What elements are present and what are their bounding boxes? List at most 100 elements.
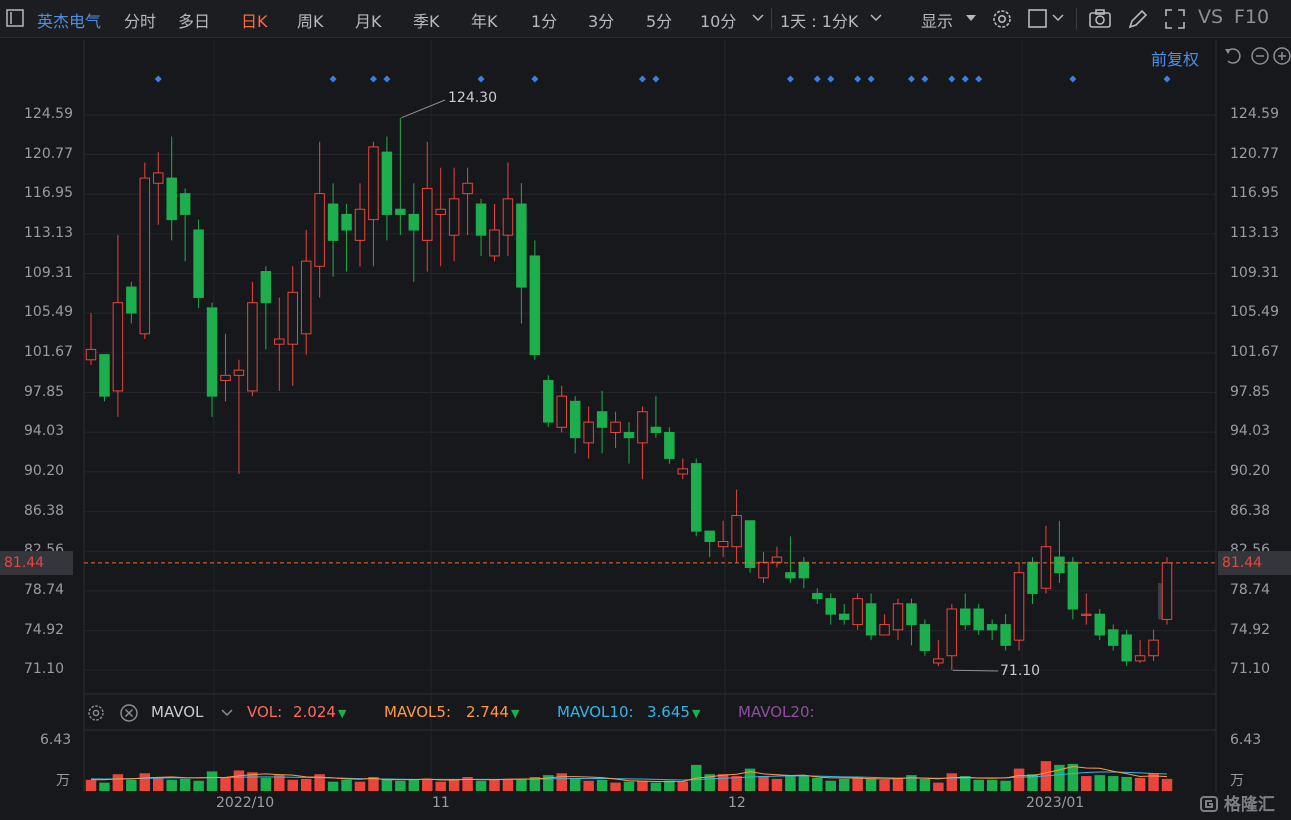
event-marker-icon <box>329 75 337 83</box>
volume-bar <box>381 778 393 791</box>
period-tab-1min[interactable]: 1分 <box>531 12 558 31</box>
stock-name[interactable]: 英杰电气 <box>37 12 102 31</box>
volume-bar <box>166 779 177 791</box>
price-tick-label: 86.38 <box>1230 502 1271 519</box>
volume-axis-unit-right: 万 <box>1230 773 1244 789</box>
mavol10-line <box>90 771 1168 781</box>
volume-bar <box>758 776 769 791</box>
event-marker-icon <box>1163 75 1171 83</box>
candle-body <box>206 307 218 397</box>
candle-body <box>1148 639 1159 657</box>
candle-body <box>1134 655 1146 662</box>
camera-icon[interactable] <box>1088 7 1112 31</box>
date-label-jan: 2023/01 <box>1026 795 1085 811</box>
volume-bar <box>933 782 944 791</box>
fullscreen-icon[interactable] <box>1163 7 1187 31</box>
candle-body <box>704 530 715 543</box>
max-price-leader <box>401 99 446 119</box>
event-marker-icon <box>854 75 862 83</box>
price-adjust-label[interactable]: 前复权 <box>1151 50 1200 69</box>
candle-body <box>166 177 177 221</box>
candle-body <box>502 198 514 236</box>
candle-body <box>489 229 500 257</box>
volume-bar <box>206 771 218 791</box>
event-marker-icon <box>477 75 485 83</box>
period-tab-weekly[interactable]: 周K <box>297 12 324 31</box>
candle-body <box>179 193 191 215</box>
period-tab-monthly[interactable]: 月K <box>355 12 382 31</box>
gear-icon[interactable] <box>86 703 106 723</box>
candle-body <box>233 369 245 376</box>
gear-icon[interactable] <box>990 7 1014 31</box>
period-tab-quarterly[interactable]: 季K <box>413 12 440 31</box>
caret-down-icon[interactable] <box>966 15 976 22</box>
chevron-down-icon[interactable] <box>1052 13 1064 23</box>
candle-body <box>1027 561 1038 594</box>
chevron-down-icon[interactable] <box>221 708 233 718</box>
price-tick-label: 124.59 <box>1230 105 1279 122</box>
candle-body <box>986 624 998 631</box>
square-icon[interactable] <box>1027 8 1049 30</box>
candle-body <box>408 213 420 231</box>
interval-selector[interactable]: 1天 : 1分K <box>780 12 859 31</box>
period-tab-timeshare[interactable]: 分时 <box>124 12 157 31</box>
period-tab-5min[interactable]: 5分 <box>646 12 673 31</box>
event-marker-icon <box>638 75 646 83</box>
period-tab-multiday[interactable]: 多日 <box>178 12 211 31</box>
zoom-in-icon[interactable] <box>1272 46 1291 66</box>
candle-body <box>865 603 877 636</box>
volume-bar <box>260 777 272 791</box>
candle-body <box>341 213 352 231</box>
volume-bar <box>448 779 460 791</box>
zoom-out-icon[interactable] <box>1250 46 1270 66</box>
candle-body <box>287 291 298 345</box>
period-tab-daily[interactable]: 日K <box>241 12 268 31</box>
candle-body <box>758 561 769 579</box>
period-tab-10min[interactable]: 10分 <box>700 12 737 31</box>
volume-bar <box>287 779 298 791</box>
candle-body <box>193 229 204 298</box>
volume-bar <box>1121 777 1132 791</box>
price-tick-label: 101.67 <box>24 343 73 360</box>
volume-bar <box>126 779 137 791</box>
price-tick-label: 90.20 <box>1230 462 1271 479</box>
volume-bar <box>1081 776 1092 791</box>
volume-bar <box>489 779 500 791</box>
vol-arrow-icon: ▼ <box>338 707 347 720</box>
event-marker-icon <box>369 75 377 83</box>
reset-icon[interactable] <box>1223 46 1243 66</box>
candle-body <box>785 572 796 579</box>
volume-bar <box>408 779 420 791</box>
close-icon[interactable] <box>119 703 139 723</box>
chevron-down-icon[interactable] <box>752 13 764 23</box>
vol-value: 2.024 <box>293 703 336 721</box>
volume-series <box>85 761 1173 791</box>
candle-body <box>798 561 810 579</box>
date-label-oct: 2022/10 <box>216 795 275 811</box>
watermark-logo: 格隆汇 <box>1200 790 1275 815</box>
indicator-selector[interactable]: MAVOL <box>151 703 204 721</box>
panel-toggle-icon[interactable] <box>6 9 24 27</box>
f10-button[interactable]: F10 <box>1234 6 1270 28</box>
volume-bar <box>247 772 258 791</box>
display-menu[interactable]: 显示 <box>921 12 954 31</box>
price-tick-label: 101.67 <box>1230 343 1279 360</box>
volume-bar <box>233 770 245 791</box>
volume-bar <box>812 777 823 791</box>
volume-bar <box>1067 763 1079 791</box>
volume-bar <box>569 778 581 791</box>
candle-body <box>596 411 608 428</box>
period-tab-yearly[interactable]: 年K <box>471 12 498 31</box>
volume-bar <box>691 764 702 791</box>
period-tab-3min[interactable]: 3分 <box>588 12 615 31</box>
price-tick-label: 116.95 <box>1230 185 1279 202</box>
candle-body <box>838 613 850 620</box>
volume-bar <box>1027 774 1038 791</box>
event-marker-icon <box>652 75 660 83</box>
vs-compare-button[interactable]: VS <box>1198 6 1224 28</box>
chevron-down-icon[interactable] <box>870 13 882 23</box>
volume-bar <box>879 779 890 791</box>
pencil-icon[interactable] <box>1126 7 1150 31</box>
price-tick-label: 105.49 <box>1230 304 1279 321</box>
